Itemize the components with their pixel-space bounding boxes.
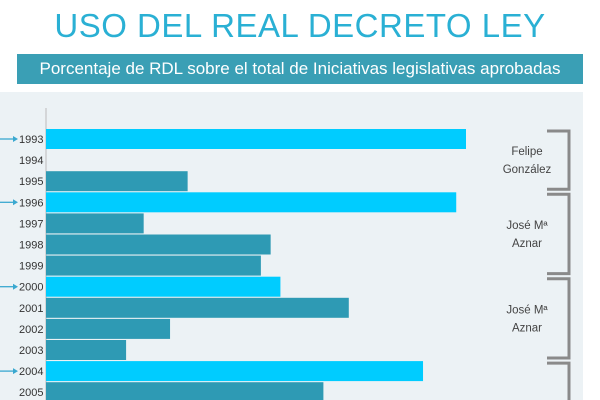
subtitle-band: Porcentaje de RDL sobre el total de Inic… — [17, 54, 583, 84]
arrow-head-1996 — [13, 199, 18, 206]
tick-label-2002: 2002 — [19, 324, 43, 336]
bar-1995 — [46, 171, 188, 192]
era-label-1-line-0: José Mª — [506, 220, 548, 232]
era-bracket-line-1 — [547, 192, 571, 276]
tick-label-2004: 2004 — [19, 366, 43, 378]
bar-2005 — [46, 382, 324, 400]
tick-label-1994: 1994 — [19, 155, 43, 167]
bar-chart: 1993 1994 1995 1996 1997 1998 1999 2000 2001 2002… — [0, 108, 571, 400]
tick-label-2000: 2000 — [19, 282, 43, 294]
era-bracket-1: José Mª Aznar — [506, 192, 571, 276]
tick-label-2005: 2005 — [19, 387, 43, 399]
era-label-0-line-1: González — [503, 164, 552, 176]
bar-2002 — [46, 318, 171, 339]
bar-2001 — [46, 297, 349, 318]
bar-1997 — [46, 213, 144, 234]
chart-title: USO DEL REAL DECRETO LEY — [54, 7, 546, 44]
era-bracket-line-2 — [547, 277, 571, 360]
bar-2000 — [46, 276, 281, 297]
tick-label-1998: 1998 — [19, 240, 43, 252]
era-bracket-line-3 — [547, 361, 571, 400]
bar-1999 — [46, 255, 261, 276]
tick-label-1996: 1996 — [19, 197, 43, 209]
era-bracket-0: Felipe González — [503, 129, 571, 191]
bar-1996 — [46, 192, 457, 213]
bar-1993 — [46, 129, 466, 149]
tick-label-1999: 1999 — [19, 261, 43, 273]
bar-1998 — [46, 234, 271, 255]
era-label-2-line-0: José Mª — [506, 304, 548, 316]
arrow-head-1993 — [13, 136, 18, 142]
tick-label-1997: 1997 — [19, 218, 43, 230]
tick-label-2001: 2001 — [19, 303, 43, 315]
era-label-0-line-0: Felipe — [511, 146, 542, 158]
era-bracket-2: José Mª Aznar — [506, 277, 571, 360]
era-label-1-line-1: Aznar — [512, 238, 542, 250]
arrow-head-2000 — [13, 283, 18, 290]
chart-panel: 1993 1994 1995 1996 1997 1998 1999 2000 2001 2002… — [0, 92, 583, 400]
arrow-head-2004 — [13, 368, 18, 375]
bar-2004 — [46, 361, 424, 382]
era-label-2-line-1: Aznar — [512, 322, 542, 334]
chart-subtitle: Porcentaje de RDL sobre el total de Inic… — [39, 59, 561, 78]
era-bracket-3 — [547, 361, 571, 400]
tick-label-2003: 2003 — [19, 345, 43, 357]
tick-label-1995: 1995 — [19, 176, 43, 188]
bar-2003 — [46, 340, 127, 360]
era-bracket-line-0 — [547, 129, 571, 191]
tick-label-1993: 1993 — [19, 134, 43, 146]
